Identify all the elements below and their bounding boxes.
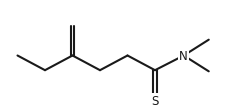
Text: S: S — [151, 94, 159, 107]
Text: N: N — [180, 50, 188, 62]
